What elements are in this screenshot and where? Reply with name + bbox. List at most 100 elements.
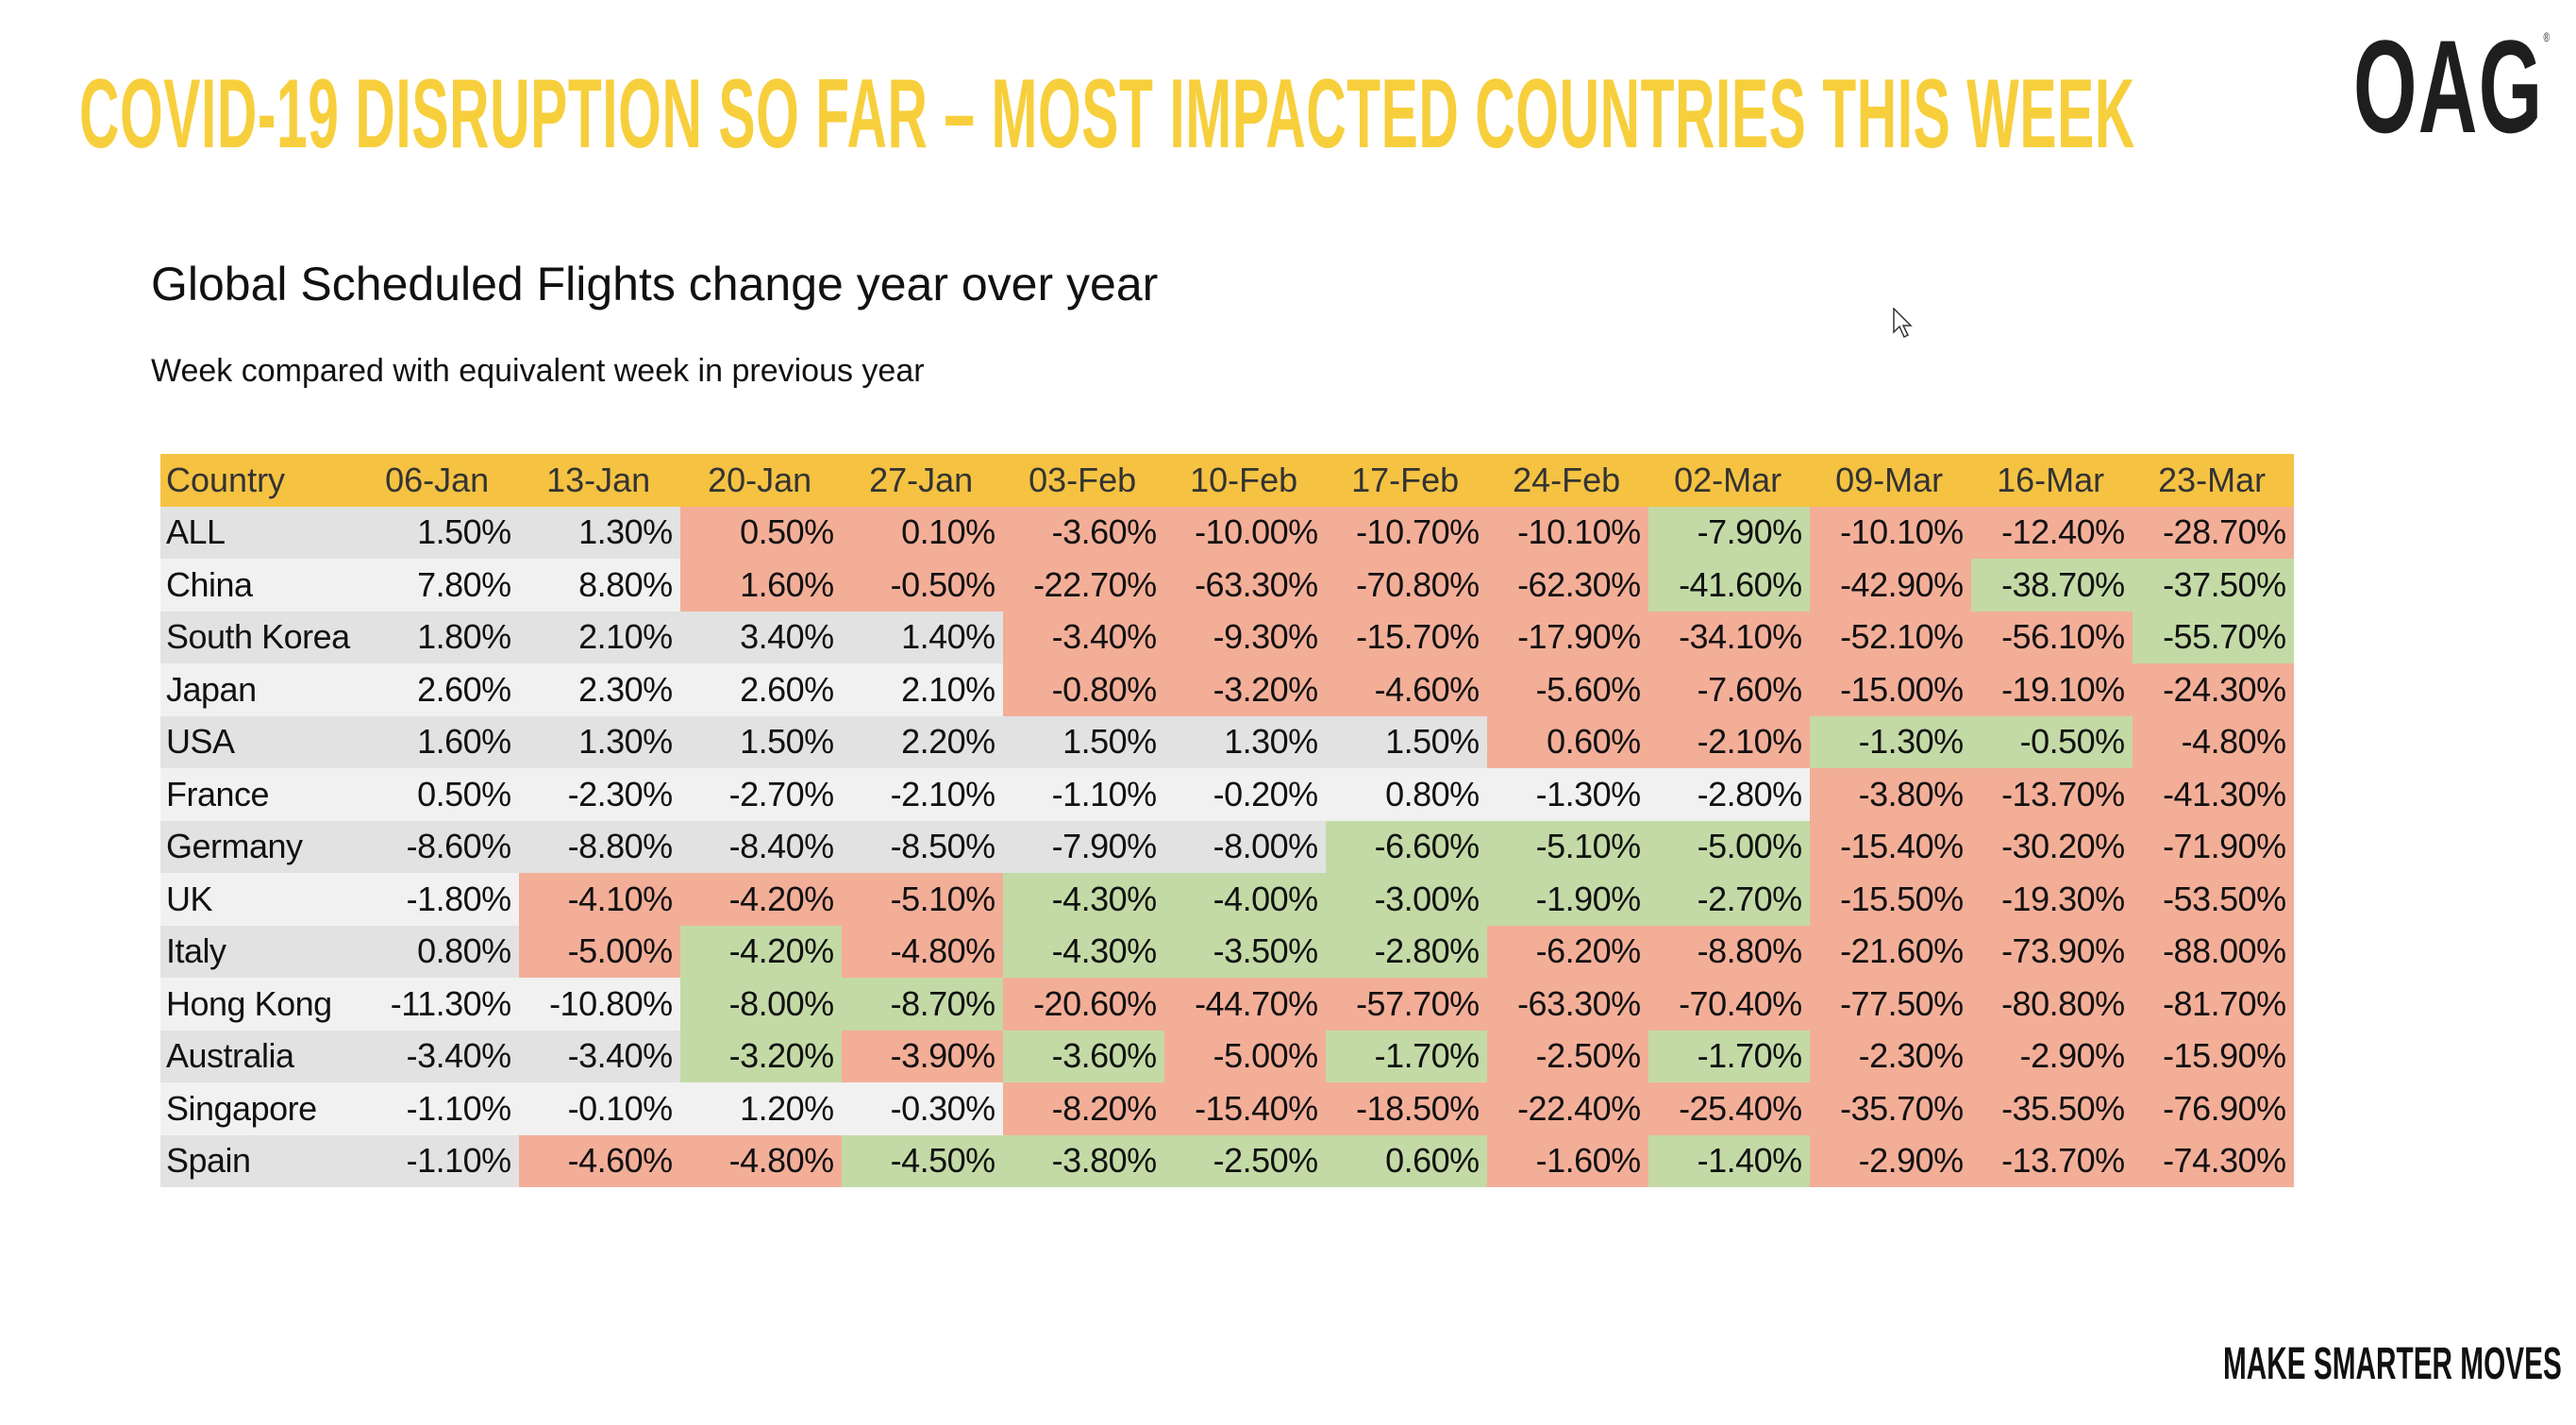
value-cell: -13.70% (1970, 768, 2133, 821)
column-header-week: 20-Jan (679, 454, 842, 507)
table-row: Singapore -1.10% -0.10% 1.20% -0.30% -8.20% -1… (160, 1082, 2294, 1135)
table-row: UK -1.80% -4.10% -4.20% -5.10% -4.30% -4.00% -3… (160, 873, 2294, 926)
value-cell: -4.60% (1325, 663, 1487, 716)
country-cell: South Korea (160, 611, 358, 663)
value-cell: -15.40% (1163, 1082, 1326, 1135)
value-cell: 8.80% (518, 559, 680, 612)
value-cell: -4.80% (679, 1134, 842, 1187)
column-header-country: Country (160, 454, 358, 507)
value-cell: 0.10% (841, 506, 1003, 559)
value-cell: -4.00% (1163, 873, 1326, 926)
value-cell: -34.10% (1648, 611, 1810, 663)
value-cell: -4.30% (1002, 873, 1164, 926)
value-cell: -22.40% (1486, 1082, 1648, 1135)
value-cell: -0.50% (1970, 715, 2133, 768)
value-cell: -15.70% (1325, 611, 1487, 663)
flights-change-table: Country 06-Jan 13-Jan 20-Jan 27-Jan 03-Feb 10-… (160, 454, 2294, 1187)
value-cell: -3.80% (1809, 768, 1971, 821)
value-cell: -41.60% (1648, 559, 1810, 612)
value-cell: -7.60% (1648, 663, 1810, 716)
country-cell: Singapore (160, 1082, 358, 1135)
country-cell: USA (160, 715, 358, 768)
value-cell: -15.00% (1809, 663, 1971, 716)
value-cell: -2.70% (1648, 873, 1810, 926)
country-cell: France (160, 768, 358, 821)
value-cell: -2.80% (1648, 768, 1810, 821)
value-cell: -3.40% (518, 1030, 680, 1082)
value-cell: -19.30% (1970, 873, 2133, 926)
value-cell: -4.10% (518, 873, 680, 926)
value-cell: -44.70% (1163, 978, 1326, 1031)
value-cell: 1.60% (679, 559, 842, 612)
value-cell: -5.00% (1163, 1030, 1326, 1082)
value-cell: -8.00% (679, 978, 842, 1031)
value-cell: -0.30% (841, 1082, 1003, 1135)
value-cell: -3.80% (1002, 1134, 1164, 1187)
value-cell: 0.80% (357, 925, 519, 978)
value-cell: -2.70% (679, 768, 842, 821)
value-cell: -2.90% (1809, 1134, 1971, 1187)
value-cell: -71.90% (2132, 820, 2294, 873)
column-header-week: 13-Jan (518, 454, 680, 507)
value-cell: -1.10% (357, 1134, 519, 1187)
table-row: ALL 1.50% 1.30% 0.50% 0.10% -3.60% -10.00% -10.… (160, 506, 2294, 559)
table-row: Japan 2.60% 2.30% 2.60% 2.10% -0.80% -3.20% -4.… (160, 663, 2294, 716)
value-cell: 0.80% (1325, 768, 1487, 821)
column-header-week: 23-Mar (2132, 454, 2294, 507)
value-cell: -5.00% (518, 925, 680, 978)
country-cell: Japan (160, 663, 358, 716)
value-cell: -5.10% (1486, 820, 1648, 873)
value-cell: -15.40% (1809, 820, 1971, 873)
value-cell: -1.40% (1648, 1134, 1810, 1187)
value-cell: -25.40% (1648, 1082, 1810, 1135)
value-cell: -77.50% (1809, 978, 1971, 1031)
value-cell: -11.30% (357, 978, 519, 1031)
value-cell: -1.70% (1325, 1030, 1487, 1082)
value-cell: -15.50% (1809, 873, 1971, 926)
value-cell: 2.20% (841, 715, 1003, 768)
registered-mark: ® (2543, 29, 2551, 44)
value-cell: -3.60% (1002, 506, 1164, 559)
value-cell: -3.20% (1163, 663, 1326, 716)
value-cell: -8.50% (841, 820, 1003, 873)
table-row: Germany -8.60% -8.80% -8.40% -8.50% -7.90% -8.… (160, 820, 2294, 873)
value-cell: -20.60% (1002, 978, 1164, 1031)
value-cell: -12.40% (1970, 506, 2133, 559)
value-cell: 0.60% (1325, 1134, 1487, 1187)
table-row: France 0.50% -2.30% -2.70% -2.10% -1.10% -0.20… (160, 768, 2294, 821)
value-cell: -80.80% (1970, 978, 2133, 1031)
slide-title: COVID-19 DISRUPTION SO FAR – MOST IMPACT… (79, 59, 2135, 169)
value-cell: -0.10% (518, 1082, 680, 1135)
value-cell: 1.20% (679, 1082, 842, 1135)
value-cell: 7.80% (357, 559, 519, 612)
value-cell: -0.20% (1163, 768, 1326, 821)
value-cell: -10.80% (518, 978, 680, 1031)
value-cell: -8.00% (1163, 820, 1326, 873)
value-cell: 1.30% (518, 715, 680, 768)
value-cell: -6.60% (1325, 820, 1487, 873)
value-cell: -3.50% (1163, 925, 1326, 978)
value-cell: -18.50% (1325, 1082, 1487, 1135)
value-cell: -70.80% (1325, 559, 1487, 612)
value-cell: -8.20% (1002, 1082, 1164, 1135)
table-row: Italy 0.80% -5.00% -4.20% -4.80% -4.30% -3.50%… (160, 925, 2294, 978)
value-cell: -8.70% (841, 978, 1003, 1031)
oag-logo: OAG® (2353, 21, 2551, 153)
value-cell: -8.60% (357, 820, 519, 873)
value-cell: 1.30% (1163, 715, 1326, 768)
value-cell: -63.30% (1486, 978, 1648, 1031)
value-cell: -3.20% (679, 1030, 842, 1082)
value-cell: -4.80% (2132, 715, 2294, 768)
value-cell: -35.50% (1970, 1082, 2133, 1135)
value-cell: -1.70% (1648, 1030, 1810, 1082)
value-cell: -55.70% (2132, 611, 2294, 663)
country-cell: Hong Kong (160, 978, 358, 1031)
value-cell: -1.30% (1486, 768, 1648, 821)
value-cell: -22.70% (1002, 559, 1164, 612)
column-header-week: 06-Jan (357, 454, 519, 507)
value-cell: -0.50% (841, 559, 1003, 612)
table-row: China 7.80% 8.80% 1.60% -0.50% -22.70% -63.30%… (160, 559, 2294, 612)
value-cell: -24.30% (2132, 663, 2294, 716)
column-header-week: 16-Mar (1970, 454, 2133, 507)
value-cell: -5.60% (1486, 663, 1648, 716)
